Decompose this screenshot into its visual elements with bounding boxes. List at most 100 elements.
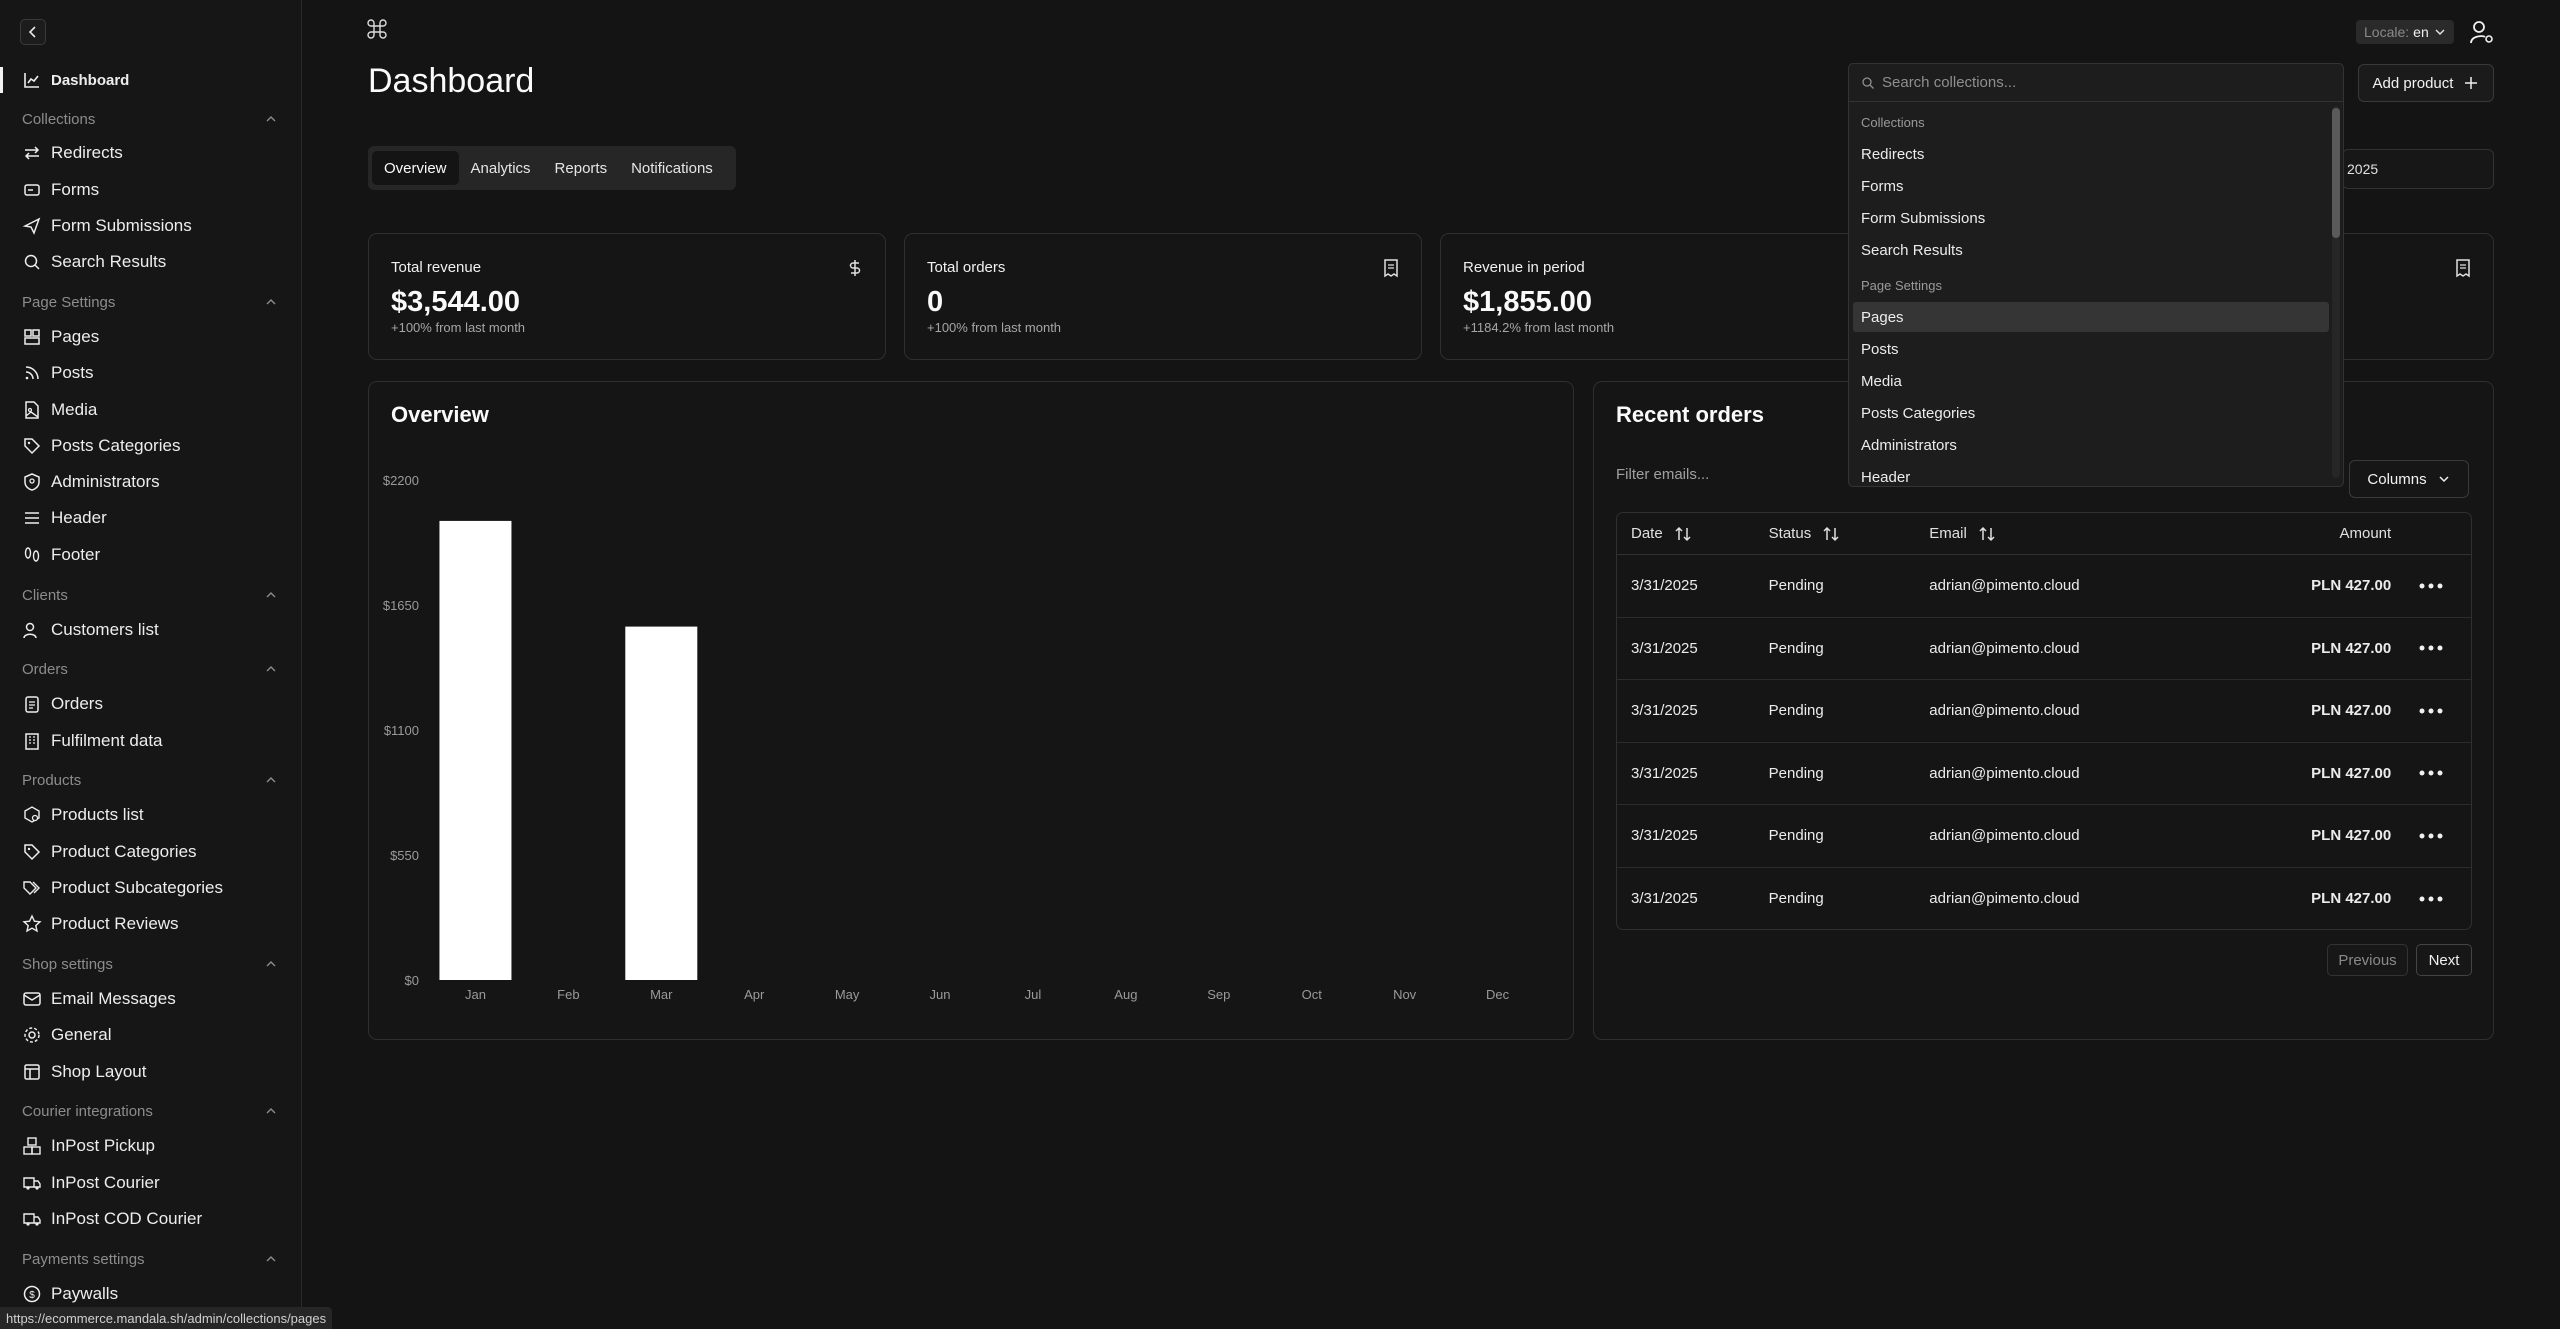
sidebar-item-orders[interactable]: Orders xyxy=(22,690,103,718)
sidebar-group-courier-integrations[interactable]: Courier integrations xyxy=(22,1100,278,1122)
chevron-up-icon xyxy=(266,1108,276,1114)
header-date-label: Date xyxy=(1631,525,1663,542)
sidebar-item-administrators[interactable]: Administrators xyxy=(22,468,160,496)
command-icon[interactable] xyxy=(366,18,388,40)
sidebar-item-label: Fulfilment data xyxy=(51,731,163,750)
sidebar-item-product-categories[interactable]: Product Categories xyxy=(22,838,197,866)
sidebar-group-shop-settings[interactable]: Shop settings xyxy=(22,953,278,975)
row-actions-button[interactable] xyxy=(2391,644,2471,652)
boxes-icon xyxy=(23,1137,41,1155)
tab-reports[interactable]: Reports xyxy=(554,159,608,177)
sidebar-item-paywalls[interactable]: $ Paywalls xyxy=(22,1280,118,1308)
command-item-redirects[interactable]: Redirects xyxy=(1861,145,1925,163)
sort-date-header[interactable]: Date xyxy=(1617,524,1769,544)
table-row[interactable]: 3/31/2025 Pending adrian@pimento.cloud PLN … xyxy=(1617,680,2471,743)
tab-notifications[interactable]: Notifications xyxy=(631,159,713,177)
table-row[interactable]: 3/31/2025 Pending adrian@pimento.cloud PLN … xyxy=(1617,868,2471,930)
sidebar-item-customers-list[interactable]: Customers list xyxy=(22,616,159,644)
sidebar-item-label: Orders xyxy=(51,694,103,713)
sidebar-item-product-reviews[interactable]: Product Reviews xyxy=(22,910,179,938)
row-actions-button[interactable] xyxy=(2391,769,2471,777)
table-row[interactable]: 3/31/2025 Pending adrian@pimento.cloud PLN … xyxy=(1617,805,2471,868)
table-row[interactable]: 3/31/2025 Pending adrian@pimento.cloud PLN … xyxy=(1617,618,2471,680)
command-item-media[interactable]: Media xyxy=(1861,372,1902,390)
row-actions-button[interactable] xyxy=(2391,895,2471,903)
order-status: Pending xyxy=(1768,827,1824,845)
mail-icon xyxy=(23,992,41,1006)
locale-value: en xyxy=(2413,24,2429,40)
sidebar-item-forms[interactable]: Forms xyxy=(22,176,99,204)
command-item-posts-categories[interactable]: Posts Categories xyxy=(1861,404,1976,422)
table-row[interactable]: 3/31/2025 Pending adrian@pimento.cloud PLN … xyxy=(1617,555,2471,618)
command-item-pages[interactable]: Pages xyxy=(1853,302,2329,332)
sidebar-group-products[interactable]: Products xyxy=(22,769,278,791)
sidebar-item-email-messages[interactable]: Email Messages xyxy=(22,985,176,1013)
order-date: 3/31/2025 xyxy=(1631,890,1698,908)
sidebar-item-inpost-pickup[interactable]: InPost Pickup xyxy=(22,1132,155,1160)
columns-label: Columns xyxy=(2367,470,2427,488)
sidebar-group-clients[interactable]: Clients xyxy=(22,584,278,606)
sidebar-group-payments-settings[interactable]: Payments settings xyxy=(22,1248,278,1270)
next-page-button[interactable]: Next xyxy=(2416,944,2472,976)
row-actions-button[interactable] xyxy=(2391,707,2471,715)
collapse-sidebar-button[interactable] xyxy=(20,19,46,45)
table-row[interactable]: 3/31/2025 Pending adrian@pimento.cloud PLN … xyxy=(1617,743,2471,805)
sidebar-item-posts[interactable]: Posts xyxy=(22,359,94,387)
more-horizontal-icon xyxy=(2419,833,2443,839)
sidebar-item-dashboard[interactable]: Dashboard xyxy=(22,66,129,94)
recent-orders-card: Recent orders Filter emails... Columns D… xyxy=(1593,381,2494,1040)
sidebar-item-posts-categories[interactable]: Posts Categories xyxy=(22,432,180,460)
order-email: adrian@pimento.cloud xyxy=(1929,577,2080,595)
columns-button[interactable]: Columns xyxy=(2349,460,2469,498)
add-product-button[interactable]: Add product xyxy=(2358,64,2494,102)
sidebar-item-form-submissions[interactable]: Form Submissions xyxy=(22,212,192,240)
truck-icon xyxy=(23,1213,41,1226)
sort-email-header[interactable]: Email xyxy=(1929,524,2273,544)
scrollbar-thumb[interactable] xyxy=(2332,108,2340,238)
row-actions-button[interactable] xyxy=(2391,832,2471,840)
user-settings-icon[interactable] xyxy=(2468,18,2496,46)
chevron-up-icon xyxy=(266,666,276,672)
bar-mar[interactable] xyxy=(625,626,698,980)
tab-analytics[interactable]: Analytics xyxy=(470,159,531,177)
locale-select[interactable]: Locale: en xyxy=(2356,20,2454,44)
command-item-header[interactable]: Header xyxy=(1861,468,1911,486)
sidebar-item-fulfilment-data[interactable]: Fulfilment data xyxy=(22,727,163,755)
bar-jan[interactable] xyxy=(439,520,512,980)
command-item-administrators[interactable]: Administrators xyxy=(1861,436,1957,454)
sidebar-item-shop-layout[interactable]: Shop Layout xyxy=(22,1058,146,1086)
sidebar-group-orders[interactable]: Orders xyxy=(22,658,278,680)
sidebar-item-footer[interactable]: Footer xyxy=(22,541,100,569)
command-scrollbar[interactable] xyxy=(2332,106,2340,478)
sidebar-item-label: Administrators xyxy=(51,472,160,491)
search-collections-input[interactable]: Search collections... xyxy=(1849,64,2343,102)
sidebar-item-redirects[interactable]: Redirects xyxy=(22,139,123,167)
command-item-search-results[interactable]: Search Results xyxy=(1861,241,1963,259)
stat-change: +1184.2% from last month xyxy=(1463,320,1615,335)
sidebar-item-header[interactable]: Header xyxy=(22,504,107,532)
sort-status-header[interactable]: Status xyxy=(1769,524,1930,544)
command-item-forms[interactable]: Forms xyxy=(1861,177,1904,195)
sidebar-item-products-list[interactable]: Products list xyxy=(22,801,144,829)
sidebar-group-page-settings[interactable]: Page Settings xyxy=(22,291,278,313)
command-item-posts[interactable]: Posts xyxy=(1861,340,1899,358)
date-range-picker[interactable]: 2025 xyxy=(2342,149,2494,189)
sidebar-item-inpost-courier[interactable]: InPost Courier xyxy=(22,1169,160,1197)
row-actions-button[interactable] xyxy=(2391,582,2471,590)
sidebar-item-search-results[interactable]: Search Results xyxy=(22,248,166,276)
sidebar-group-collections[interactable]: Collections xyxy=(22,108,278,130)
command-item-form-submissions[interactable]: Form Submissions xyxy=(1861,209,1986,227)
tab-overview[interactable]: Overview xyxy=(372,151,459,185)
sidebar-item-label: Dashboard xyxy=(51,71,130,89)
sidebar-item-general[interactable]: General xyxy=(22,1021,111,1049)
sidebar-item-media[interactable]: Media xyxy=(22,396,97,424)
sidebar-item-pages[interactable]: Pages xyxy=(22,323,99,351)
group-label: Shop settings xyxy=(22,955,113,973)
sidebar-item-label: Product Categories xyxy=(51,842,197,861)
sidebar-item-product-subcategories[interactable]: Product Subcategories xyxy=(22,874,223,902)
filter-emails-input[interactable]: Filter emails... xyxy=(1616,466,1710,483)
sidebar-item-inpost-cod-courier[interactable]: InPost COD Courier xyxy=(22,1205,202,1233)
x-tick-label: May xyxy=(835,987,860,1002)
previous-page-button[interactable]: Previous xyxy=(2327,944,2408,976)
clipboard-icon xyxy=(25,696,39,713)
